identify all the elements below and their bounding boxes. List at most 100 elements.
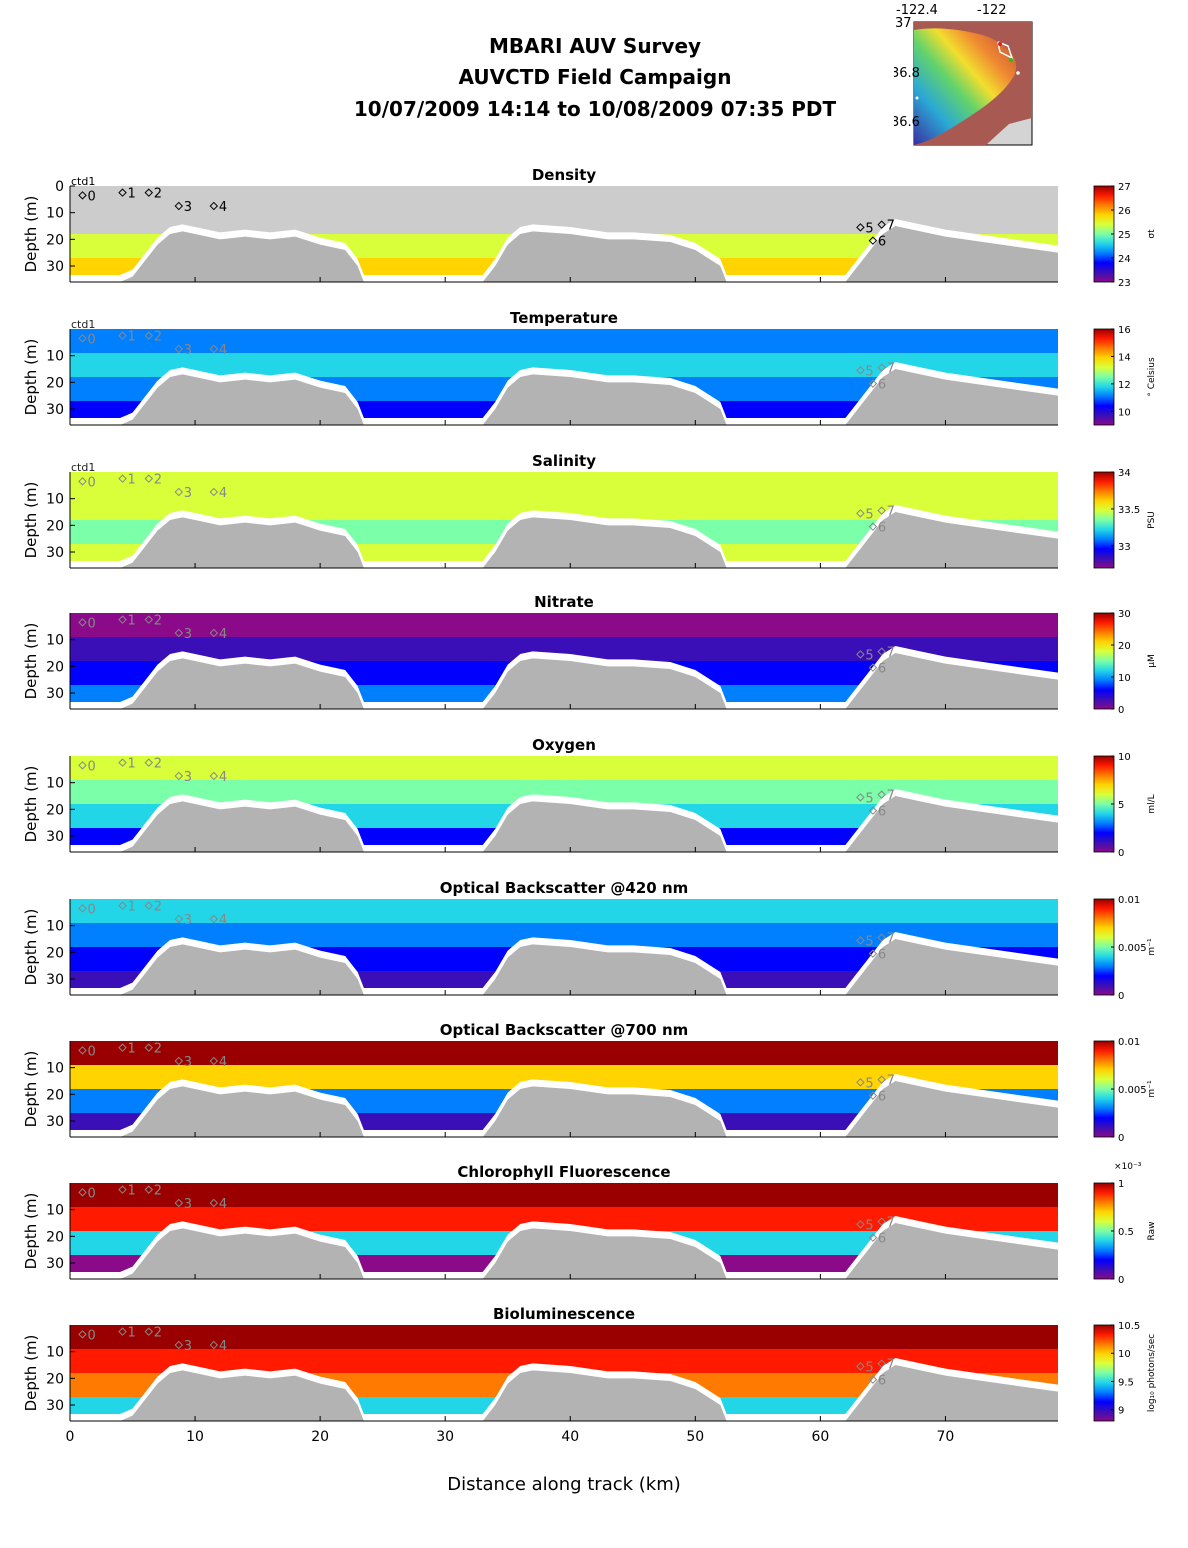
station-marker [877,1359,886,1368]
y-tick-label: 20 [46,1371,64,1387]
colorbar-tick-label: 0.01 [1118,1037,1140,1048]
y-tick-label: 0 [55,179,64,195]
y-tick-label: 10 [46,1061,64,1077]
station-marker [118,1043,127,1052]
y-tick-label: 30 [46,545,64,561]
seafloor-terrain [70,512,1058,568]
y-tick-label: 20 [46,802,64,818]
panel-plot-area [70,186,1058,282]
station-marker [868,1233,878,1242]
station-label: 3 [184,1339,192,1354]
seafloor-terrain [70,796,1058,852]
colorbar-label: μM [1147,654,1157,668]
colorbar-tick-label: 23 [1118,278,1131,289]
station-marker [174,1198,184,1208]
station-marker [78,1188,87,1197]
panel-plot-area [70,756,1058,852]
station-marker [856,936,865,945]
y-tick-label: 10 [46,1203,64,1219]
station-label: 0 [88,475,96,490]
colorbar-label: σt [1147,229,1157,239]
station-label: 5 [865,791,873,806]
station-label: 5 [865,1218,873,1233]
y-axis-label: Depth (m) [22,1193,40,1270]
colorbar-tick-label: 33 [1118,542,1131,553]
y-tick-label: 20 [46,1087,64,1103]
panel-title: Bioluminescence [493,1305,635,1323]
station-marker [868,663,878,672]
map-ytick-label: 36.6 [894,115,920,130]
seafloor-terrain [70,1223,1058,1279]
station-marker [78,1330,87,1339]
y-tick-label: 10 [46,776,64,792]
panel-plot-area [70,1041,1058,1137]
station-marker [118,615,127,624]
station-label: 7 [887,362,895,377]
station-marker [209,914,219,924]
station-marker [144,615,154,624]
station-marker [877,647,886,656]
colorbar-tick-label: 0 [1118,991,1124,1002]
colorbar-tick-label: 9 [1118,1406,1124,1417]
station-marker [209,487,219,497]
map-bathymetry [914,28,1017,145]
panel-plot-area [70,1183,1058,1279]
station-marker [174,344,184,354]
station-label: 4 [219,1339,227,1354]
station-label: 2 [154,614,162,629]
station-marker [174,628,184,638]
station-label: 2 [154,1042,162,1057]
station-label: 0 [88,1044,96,1059]
station-marker [209,344,219,354]
station-label: 1 [128,900,136,915]
data-band [70,1041,1058,1066]
colorbar-tick-label: 0.005 [1118,1085,1147,1096]
station-label: 0 [88,759,96,774]
figure-title-line-1: MBARI AUV Survey [488,34,702,58]
panel-title: Optical Backscatter @700 nm [440,1021,689,1039]
y-tick-label: 20 [46,375,64,391]
station-label-ctd1: ctd1 [71,318,95,331]
x-tick-label: 20 [311,1429,329,1445]
station-label: 2 [154,757,162,772]
panel-title: Density [532,166,597,184]
station-label: 0 [88,189,96,204]
station-marker [856,223,865,232]
panel-plot-area [70,613,1058,709]
station-marker [78,477,87,486]
station-marker [174,1056,184,1066]
station-marker [877,506,886,515]
colorbar-tick-label: 0.005 [1118,943,1147,954]
y-tick-label: 30 [46,402,64,418]
y-tick-label: 20 [46,1229,64,1245]
y-axis-label: Depth (m) [22,766,40,843]
station-marker [144,188,154,197]
station-marker [118,901,127,910]
station-marker [868,949,878,958]
data-band [70,472,1058,497]
station-label: 0 [88,332,96,347]
map-xtick-label: -122 [977,3,1007,18]
station-marker [856,366,865,375]
x-tick-label: 50 [686,1429,704,1445]
colorbar-tick-label: 0 [1118,705,1124,716]
seafloor-terrain [70,653,1058,709]
colorbar-tick-label: 9.5 [1118,1377,1134,1388]
station-marker [877,790,886,799]
station-marker [174,914,184,924]
y-tick-label: 30 [46,829,64,845]
station-label: 3 [184,913,192,928]
station-label: 6 [878,1374,886,1389]
panel-title: Oxygen [532,736,596,754]
station-marker [78,904,87,913]
station-marker [118,1185,127,1194]
station-label: 4 [219,1197,227,1212]
station-label: 1 [128,1326,136,1341]
y-tick-label: 30 [46,1114,64,1130]
station-label-ctd1: ctd1 [71,175,95,188]
seafloor-terrain [70,369,1058,425]
